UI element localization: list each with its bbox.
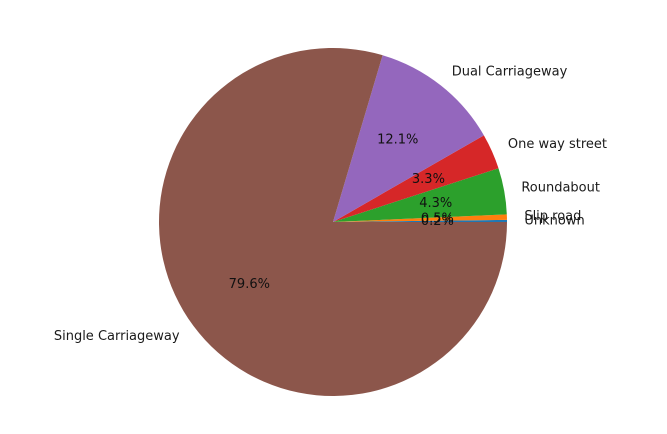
slice-percent-dual-carriageway: 12.1% — [377, 133, 418, 148]
slice-percent-labels: 0.2%0.5%4.3% 3.3% 12.1% 79.6% — [229, 133, 454, 292]
slice-percent-one-way-street: 3.3% — [412, 172, 445, 187]
pie-slice-dual-carriageway — [333, 55, 484, 222]
slice-label-one-way-street: One way street — [508, 137, 607, 152]
slice-percent-single-carriageway: 79.6% — [229, 277, 270, 292]
pie-slice-one-way-street — [333, 135, 499, 222]
pie-slice-single-carriageway — [159, 48, 508, 396]
slice-percent-roundabout: 4.3% — [419, 196, 452, 211]
slice-label-dual-carriageway: Dual Carriageway — [452, 64, 568, 79]
slice-label-roundabout: Roundabout — [521, 180, 600, 195]
pie-slice-roundabout — [333, 168, 507, 222]
pie-slices — [159, 48, 508, 396]
slice-percent-unknown: 0.2% — [421, 214, 454, 229]
slice-label-single-carriageway: Single Carriageway — [54, 329, 180, 344]
slice-label-slip-road: Slip road — [524, 209, 581, 224]
slice-label-unknown: Unknown — [524, 213, 584, 228]
pie-slice-slip-road — [333, 214, 507, 222]
slice-percent-slip-road: 0.5% — [421, 212, 454, 227]
pie-slice-unknown — [333, 219, 507, 222]
